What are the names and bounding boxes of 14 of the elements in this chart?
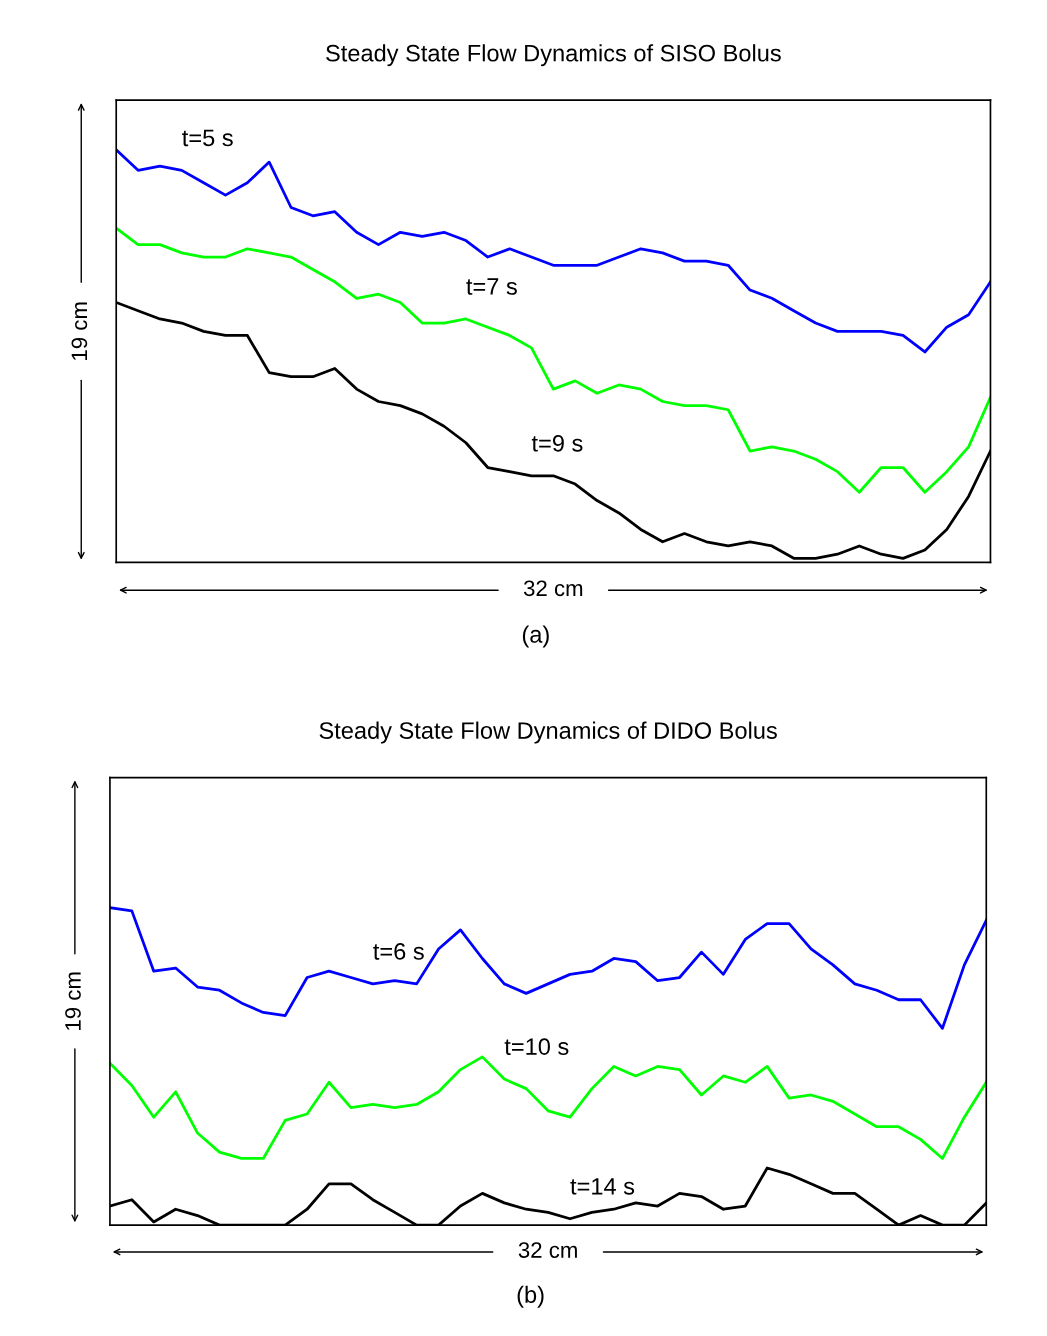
series-label: t=9 s xyxy=(531,434,583,452)
series-label: t=7 s xyxy=(466,278,517,295)
chart-title: Steady State Flow Dynamics of DIDO Bolus xyxy=(319,721,777,744)
chart-title: Steady State Flow Dynamics of SISO Bolus xyxy=(326,44,781,67)
series-label: t=6 s xyxy=(373,943,424,960)
series-label: t=5 s xyxy=(182,129,233,147)
series-label: t=14 s xyxy=(570,1178,635,1195)
y-axis-title: 19 cm xyxy=(65,972,81,1030)
text: (a) xyxy=(522,625,549,648)
text: (b) xyxy=(517,1285,544,1308)
y-axis-title: 19 cm xyxy=(71,302,88,360)
series-label: t=10 s xyxy=(504,1038,569,1055)
x-axis-title: 32 cm xyxy=(523,580,583,597)
x-axis-title: 32 cm xyxy=(518,1242,577,1258)
